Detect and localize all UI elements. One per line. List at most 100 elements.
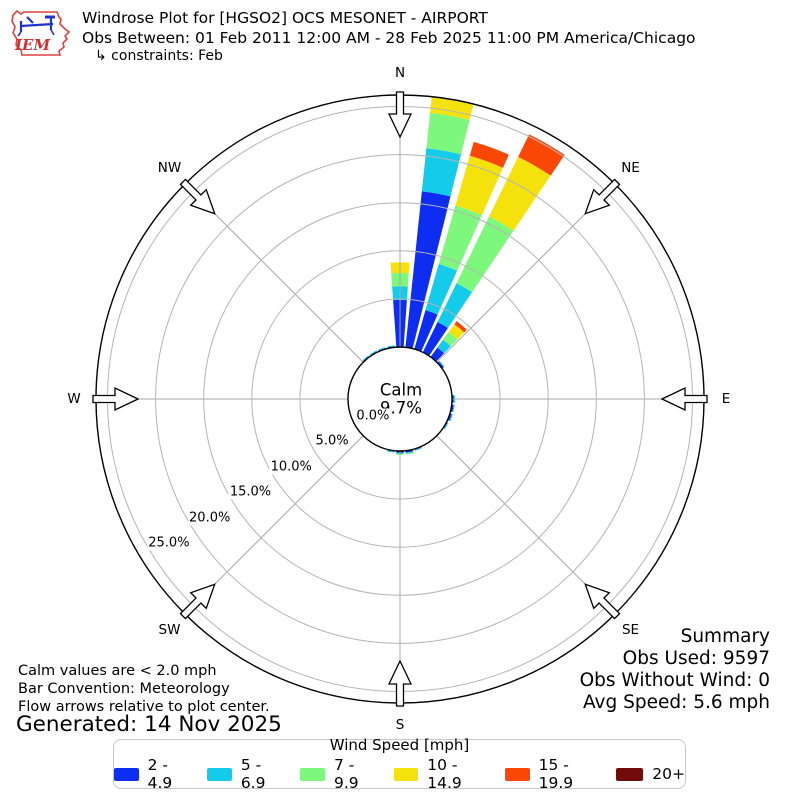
wind-bar-segment (414, 447, 422, 451)
wind-bar-segment (469, 141, 509, 168)
legend-swatch-4 (504, 767, 530, 781)
plot-header: Windrose Plot for [HGSO2] OCS MESONET - … (82, 9, 696, 48)
legend-item-0: 2 - 4.9 (114, 756, 193, 792)
legend-item-1: 5 - 6.9 (207, 756, 286, 792)
flow-arrow (660, 386, 708, 412)
wind-bar-segment (454, 321, 467, 333)
compass-label-e: E (721, 391, 731, 407)
flow-arrow (179, 583, 216, 620)
legend-label-2: 7 - 9.9 (334, 756, 359, 792)
ring-label-20: 20.0% (188, 510, 232, 526)
plot-constraints: ↳ constraints: Feb (95, 48, 223, 64)
wind-bar-segment (437, 361, 444, 369)
plot-title: Windrose Plot for [HGSO2] OCS MESONET - … (82, 9, 488, 27)
wind-bar-segment (405, 451, 414, 454)
flow-arrow (584, 583, 621, 620)
legend-swatch-5 (616, 767, 644, 781)
flow-arrow (179, 178, 216, 215)
wind-bar-segment (430, 347, 445, 362)
calm-circle (347, 346, 453, 452)
legend-item-3: 10 - 14.9 (393, 756, 491, 792)
summary-title: Summary (680, 626, 770, 647)
iem-logo-text: IEM (14, 36, 50, 54)
wind-bar-segment (489, 156, 551, 231)
wind-bar-segment (456, 216, 514, 293)
wind-bar-segment (452, 404, 455, 413)
summary-avg-speed: Avg Speed: 5.6 mph (582, 692, 770, 713)
wind-bar-segment (437, 283, 473, 328)
wind-bar-segment (448, 324, 465, 340)
ring-label-0: 0.0% (355, 408, 391, 424)
iem-logo: IEM (11, 9, 71, 56)
footnote-bar-convention: Bar Convention: Meteorology (18, 681, 230, 697)
legend-label-4: 15 - 19.9 (538, 756, 574, 792)
calm-value: 9.7% (380, 398, 422, 418)
legend-label-0: 2 - 4.9 (147, 756, 173, 792)
legend-swatch-3 (393, 767, 419, 781)
wind-bar-segment (405, 191, 451, 349)
wind-bar-segment (438, 360, 445, 368)
wind-bar-segment (369, 350, 377, 356)
grid-ring (251, 250, 549, 548)
footnote-flow-arrows: Flow arrows relative to plot center. (18, 699, 270, 715)
ring-label-25: 25.0% (147, 535, 191, 551)
wind-speed-legend: Wind Speed [mph] 2 - 4.9 5 - 6.9 7 - 9.9 10… (113, 736, 686, 792)
summary-obs-without-wind: Obs Without Wind: 0 (579, 670, 770, 691)
legend-label-3: 10 - 14.9 (427, 756, 462, 792)
flow-arrow (92, 386, 140, 412)
legend-label-1: 5 - 6.9 (240, 756, 266, 792)
wind-bar-segment (405, 452, 414, 455)
wind-bar-segment (414, 310, 438, 352)
footnote-calm: Calm values are < 2.0 mph (18, 663, 217, 679)
legend-item-5: 20+ (616, 765, 685, 783)
compass-label-s: S (395, 717, 405, 733)
wind-bar-segment (378, 347, 386, 351)
wind-bar-segment (362, 355, 369, 361)
legend-items: 2 - 4.9 5 - 6.9 7 - 9.9 10 - 14.9 15 - 19.9 2… (114, 756, 685, 792)
legend-item-4: 15 - 19.9 (504, 756, 602, 792)
grid-ring (155, 154, 645, 644)
wind-bar-segment (422, 322, 448, 356)
legend-swatch-0 (114, 767, 139, 781)
summary-obs-used: Obs Used: 9597 (622, 648, 770, 669)
compass-label-nw: NW (157, 160, 182, 177)
flow-arrow (387, 659, 413, 707)
plot-subtitle: Obs Between: 01 Feb 2011 12:00 AM - 28 F… (82, 28, 696, 47)
ring-label-10: 10.0% (269, 459, 313, 475)
wind-bar-segment (438, 205, 482, 271)
ring-label-15: 15.0% (228, 484, 273, 500)
grid-ring (299, 298, 501, 500)
flow-arrow (584, 178, 621, 215)
legend-swatch-2 (300, 767, 325, 781)
legend-item-2: 7 - 9.9 (300, 756, 379, 792)
wind-bar-segment (421, 148, 461, 197)
legend-title: Wind Speed [mph] (329, 736, 470, 754)
wind-bar-segment (426, 112, 470, 155)
generated-date: Generated: 14 Nov 2025 (16, 712, 282, 737)
wind-bar-segment (386, 450, 395, 453)
compass-label-sw: SW (158, 621, 181, 638)
calm-label: Calm (379, 380, 423, 400)
wind-bar-segment (425, 263, 458, 315)
footnotes-block: Calm values are < 2.0 mph Bar Convention… (18, 662, 270, 716)
compass-label-ne: NE (621, 160, 640, 177)
wind-bar-segment (443, 332, 458, 347)
summary-block: Summary Obs Used: 9597 Obs Without Wind:… (580, 626, 770, 714)
wind-bar-segment (437, 339, 451, 354)
flow-arrow (387, 91, 413, 139)
anemometer-icon (17, 15, 55, 37)
compass-label-n: N (394, 65, 406, 81)
wind-bar-segment (386, 345, 395, 348)
iowa-outline-icon (11, 9, 71, 56)
wind-bar-segment (443, 422, 449, 430)
legend-label-5: 20+ (652, 765, 685, 783)
wind-bar-segment (455, 155, 503, 216)
compass-label-se: SE (621, 621, 640, 638)
legend-swatch-1 (207, 767, 232, 781)
wind-bar-segment (430, 96, 474, 120)
wind-bar-segment (449, 413, 453, 422)
grid-ring (203, 202, 597, 596)
ring-label-5: 5.0% (314, 433, 350, 449)
wind-bar-segment (518, 134, 565, 176)
